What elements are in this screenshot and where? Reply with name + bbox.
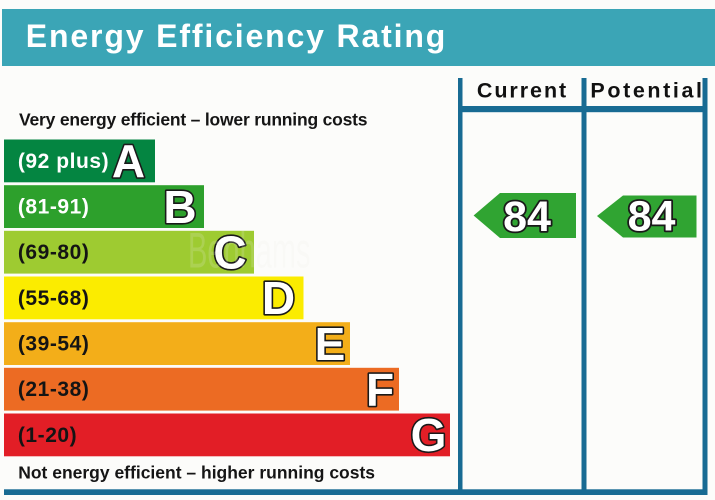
svg-text:Current: Current [477,79,568,103]
svg-text:84: 84 [628,193,676,241]
svg-text:D: D [262,272,295,324]
svg-text:E: E [315,318,346,370]
svg-text:Very energy efficient – lower: Very energy efficient – lower running co… [19,110,368,130]
svg-text:(21-38): (21-38) [18,378,90,401]
svg-text:Potential: Potential [590,79,704,103]
svg-text:Benhams: Benhams [188,222,310,278]
svg-text:F: F [366,364,394,416]
svg-text:(81-91): (81-91) [18,196,90,219]
svg-text:(39-54): (39-54) [18,333,90,356]
svg-text:Energy Efficiency Rating: Energy Efficiency Rating [26,18,447,54]
svg-text:(55-68): (55-68) [18,287,90,310]
svg-text:(69-80): (69-80) [18,241,90,264]
svg-text:B: B [163,181,196,233]
svg-text:84: 84 [503,193,551,241]
svg-text:C: C [213,226,246,278]
svg-text:Not energy efficient – higher: Not energy efficient – higher running co… [18,462,375,482]
svg-text:G: G [411,409,447,461]
svg-text:A: A [112,135,145,187]
svg-text:(1-20): (1-20) [18,424,77,447]
svg-text:(92 plus): (92 plus) [18,150,109,173]
